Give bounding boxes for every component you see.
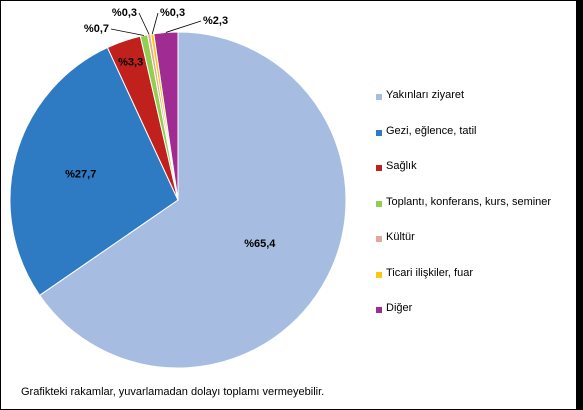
legend-item-gezi-eglence-tatil: Gezi, eğlence, tatil (376, 124, 576, 160)
legend-label: Diğer (386, 302, 413, 314)
slice-label-saglik: %3,3 (118, 57, 143, 69)
pie-slice-yakinlari-ziyaret (38, 31, 347, 369)
legend-label: Kültür (386, 231, 415, 243)
legend-swatch (376, 94, 382, 100)
legend-swatch (376, 271, 382, 278)
legend-label: Ticari ilişkiler, fuar (386, 266, 473, 279)
leader-line-toplanti-konferans-kurs-seminer (110, 28, 145, 36)
slice-label-yakinlari-ziyaret: %65,4 (244, 238, 276, 250)
legend-swatch (376, 236, 382, 242)
footnote: Grafikteki rakamlar, yuvarlamadan dolayı… (21, 386, 325, 398)
legend: Yakınları ziyaret Gezi, eğlence, tatil Sağ… (376, 88, 576, 337)
slice-labels: %65,4%27,7%3,3%0,7%0,3 %0,3%2,3 (65, 7, 276, 250)
legend-item-kultur: Kültür (376, 230, 576, 266)
legend-item-saglik: Sağlık (376, 159, 576, 195)
leader-lines (110, 12, 202, 36)
slice-label-toplanti-konferans-kurs-seminer: %0,7 (84, 23, 109, 35)
legend-label: Toplantı, konferans, kurs, seminer (386, 195, 552, 208)
legend-item-ticari-iliskiler-fuar: Ticari ilişkiler, fuar (376, 266, 576, 302)
legend-swatch (376, 129, 382, 136)
slice-label-ticari-iliskiler-fuar: %0,3 (160, 7, 185, 19)
slice-label-diger: %2,3 (203, 15, 228, 27)
pie-slices (9, 31, 347, 369)
legend-label: Gezi, eğlence, tatil (386, 124, 477, 137)
legend-swatch (376, 165, 382, 171)
leader-line-diger (165, 20, 202, 33)
legend-swatch (376, 307, 382, 313)
window-edge (576, 0, 582, 410)
slice-label-gezi-eglence-tatil: %27,7 (65, 168, 96, 180)
slice-label-kultur: %0,3 (112, 7, 137, 19)
legend-label: Yakınları ziyaret (386, 89, 465, 101)
legend-item-yakinlari-ziyaret: Yakınları ziyaret (376, 88, 576, 124)
pie-slice-diger (153, 31, 179, 201)
legend-item-toplanti-konferans-kurs-seminer: Toplantı, konferans, kurs, seminer (376, 195, 576, 231)
legend-swatch (376, 200, 382, 207)
leader-line-ticari-iliskiler-fuar (151, 12, 159, 35)
legend-item-diger: Diğer (376, 301, 576, 337)
legend-label: Sağlık (386, 160, 417, 172)
leader-line-kultur (138, 12, 150, 35)
